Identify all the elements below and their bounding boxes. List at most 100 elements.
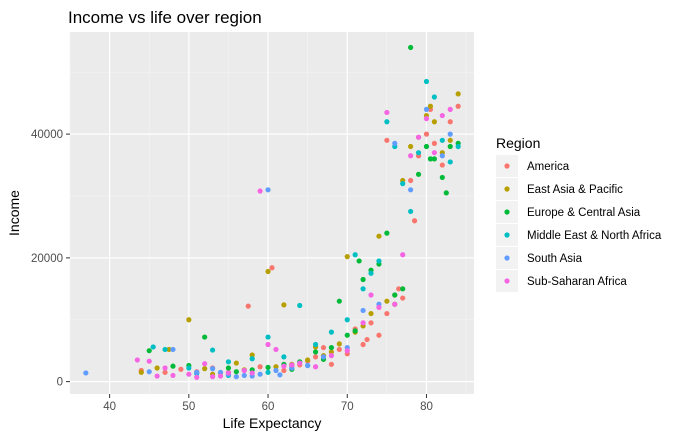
point-sub-saharan-africa — [217, 373, 224, 379]
point-america — [455, 103, 461, 109]
point-east-asia-pacific — [186, 317, 192, 323]
point-sub-saharan-africa — [186, 371, 192, 377]
point-sub-saharan-africa — [297, 360, 303, 366]
point-south-asia — [265, 187, 271, 193]
point-south-asia — [392, 140, 398, 146]
legend-label-south-asia: South Asia — [527, 253, 583, 265]
point-europe-central-asia — [360, 276, 366, 283]
point-america — [336, 346, 342, 353]
point-america — [423, 131, 430, 137]
point-east-asia-pacific — [281, 302, 287, 308]
point-europe-central-asia — [202, 334, 208, 340]
point-south-asia — [83, 370, 89, 376]
point-sub-saharan-africa — [328, 353, 335, 359]
point-europe-central-asia — [439, 174, 445, 181]
point-sub-saharan-africa — [281, 363, 287, 369]
legend: America East Asia & Pacific Europe & Centr… — [496, 155, 662, 292]
y-axis-title: Income — [6, 190, 22, 236]
point-sub-saharan-africa — [241, 367, 247, 374]
point-sub-saharan-africa — [146, 358, 152, 364]
point-middle-east-north-africa — [150, 344, 156, 350]
point-sub-saharan-africa — [265, 341, 271, 348]
point-middle-east-north-africa — [328, 329, 335, 335]
point-sub-saharan-africa — [431, 150, 437, 156]
point-middle-east-north-africa — [265, 369, 271, 375]
point-middle-east-north-africa — [400, 181, 406, 187]
point-south-asia — [439, 153, 445, 159]
point-sub-saharan-africa — [209, 374, 216, 380]
point-sub-saharan-africa — [194, 374, 200, 380]
axis-ticks: 40 50 60 70 80 0 20000 40000 — [31, 129, 433, 413]
point-east-asia-pacific — [138, 369, 144, 375]
point-sub-saharan-africa — [360, 320, 366, 326]
point-america — [411, 218, 418, 224]
point-europe-central-asia — [336, 298, 342, 304]
point-america — [328, 361, 335, 367]
legend-swatch-south-asia — [504, 255, 510, 261]
point-sub-saharan-africa — [289, 362, 295, 368]
point-south-asia — [423, 106, 430, 112]
point-sub-saharan-africa — [423, 116, 430, 122]
point-east-asia-pacific — [427, 103, 434, 109]
x-tick-label: 50 — [182, 401, 195, 413]
point-america — [360, 341, 366, 348]
point-europe-central-asia — [423, 143, 430, 150]
legend-swatch-america — [504, 163, 510, 169]
point-sub-saharan-africa — [447, 106, 453, 112]
chart-title: Income vs life over region — [68, 8, 262, 27]
point-south-asia — [233, 374, 239, 380]
point-europe-central-asia — [384, 230, 390, 236]
point-middle-east-north-africa — [281, 354, 287, 360]
data-points — [83, 44, 461, 380]
point-south-asia — [170, 346, 176, 353]
point-middle-east-north-africa — [265, 334, 271, 340]
point-america — [384, 310, 390, 317]
point-sub-saharan-africa — [249, 370, 255, 376]
point-america — [439, 162, 445, 168]
point-sub-saharan-africa — [162, 365, 168, 371]
point-south-asia — [320, 354, 327, 360]
point-sub-saharan-africa — [134, 357, 140, 363]
point-america — [269, 265, 275, 271]
point-middle-east-north-africa — [352, 252, 358, 258]
point-europe-central-asia — [427, 156, 434, 162]
point-east-asia-pacific — [336, 341, 342, 347]
y-tick-label: 20000 — [31, 253, 63, 265]
point-america — [162, 369, 168, 375]
point-south-asia — [447, 131, 453, 137]
point-europe-central-asia — [400, 286, 406, 292]
point-america — [245, 303, 251, 309]
point-east-asia-pacific — [455, 91, 461, 97]
point-middle-east-north-africa — [423, 78, 430, 85]
x-tick-label: 60 — [262, 401, 275, 413]
point-east-asia-pacific — [328, 349, 335, 355]
point-sub-saharan-africa — [376, 304, 382, 310]
y-tick-label: 40000 — [31, 129, 63, 141]
point-sub-saharan-africa — [202, 361, 208, 367]
point-south-asia — [209, 366, 216, 372]
point-middle-east-north-africa — [249, 356, 255, 362]
point-sub-saharan-africa — [273, 346, 279, 353]
point-america — [178, 366, 184, 372]
point-sub-saharan-africa — [408, 153, 414, 159]
point-middle-east-north-africa — [186, 365, 192, 371]
point-middle-east-north-africa — [384, 119, 390, 125]
point-middle-east-north-africa — [376, 258, 382, 264]
point-europe-central-asia — [146, 348, 152, 354]
y-tick-label: 0 — [57, 377, 63, 389]
point-sub-saharan-africa — [312, 364, 319, 370]
point-europe-central-asia — [443, 190, 449, 196]
point-middle-east-north-africa — [455, 143, 461, 150]
point-south-asia — [277, 372, 283, 378]
point-middle-east-north-africa — [344, 317, 350, 323]
point-middle-east-north-africa — [447, 159, 453, 165]
legend-label-europe-central-asia: Europe & Central Asia — [527, 207, 641, 219]
legend-label-sub-saharan-africa: Sub-Saharan Africa — [527, 276, 627, 288]
point-east-asia-pacific — [305, 357, 311, 363]
point-middle-east-north-africa — [209, 347, 216, 353]
point-america — [376, 332, 382, 338]
legend-label-east-asia-pacific: East Asia & Pacific — [527, 184, 623, 196]
point-south-asia — [217, 369, 224, 375]
legend-swatch-sub-saharan-africa — [504, 278, 510, 284]
